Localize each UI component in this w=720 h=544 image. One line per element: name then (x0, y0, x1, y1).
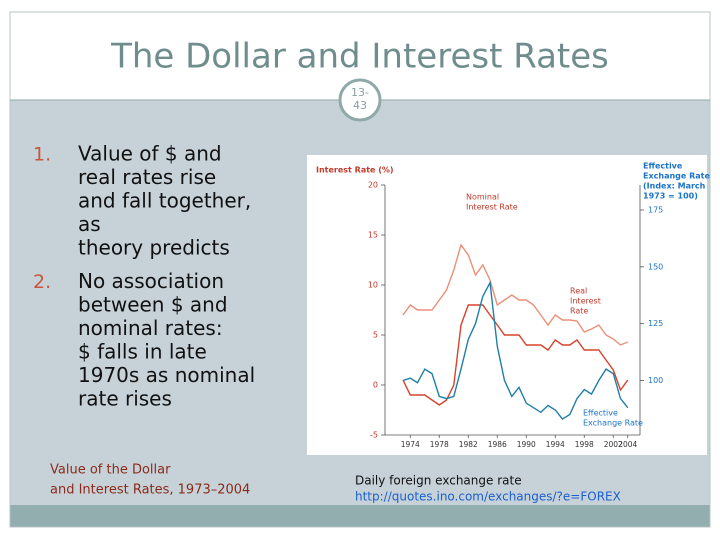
list-text: and fall together, (78, 189, 251, 213)
list-text: as (78, 212, 101, 236)
annotation: Rate (570, 307, 588, 316)
list-marker: 1. (33, 144, 51, 166)
slide-title: The Dollar and Interest Rates (110, 37, 609, 77)
slide-number: 13- (351, 86, 369, 99)
y2-axis-label: Exchange Rate (643, 172, 710, 181)
x-tick-label: 1986 (488, 440, 507, 449)
list-text: nominal rates: (78, 316, 223, 340)
y2-tick-label: 175 (648, 206, 663, 215)
y2-tick-label: 150 (648, 262, 663, 271)
y-axis-label: Interest Rate (%) (316, 166, 394, 175)
y-tick-label: 20 (368, 181, 378, 190)
x-tick-label: 1978 (430, 440, 449, 449)
x-tick-label: 1990 (517, 440, 536, 449)
annotation: Real (570, 287, 587, 296)
list-text: 1970s as nominal (78, 363, 255, 387)
link[interactable]: http://quotes.ino.com/exchanges/?e=FOREX (355, 490, 621, 504)
y-tick-label: 15 (368, 231, 378, 240)
list-text: real rates rise (78, 165, 216, 189)
caption: Value of the Dollar (50, 463, 171, 478)
y2-axis-label: 1973 = 100) (643, 192, 698, 201)
y-tick-label: -5 (370, 431, 378, 440)
y-tick-label: 10 (368, 281, 378, 290)
list-text: Value of $ and (78, 142, 222, 166)
series-line (402, 304, 629, 406)
annotation: Exchange Rate (583, 419, 643, 428)
frame (9, 11, 711, 528)
series-line (402, 280, 629, 421)
caption: and Interest Rates, 1973–2004 (50, 483, 250, 498)
x-tick-label: 1998 (575, 440, 594, 449)
annotation: Effective (583, 409, 618, 418)
x-tick-label: 2004 (618, 440, 637, 449)
y2-axis-label: Effective (643, 162, 683, 171)
x-tick-label: 1994 (546, 440, 565, 449)
list-text: between $ and (78, 293, 228, 317)
series-line (402, 243, 629, 346)
x-tick-label: 2002 (604, 440, 623, 449)
y2-tick-label: 125 (648, 319, 663, 328)
list-text: rate rises (78, 387, 172, 411)
list-text: theory predicts (78, 236, 230, 260)
x-tick-label: 1974 (401, 440, 420, 449)
list-marker: 2. (33, 271, 51, 293)
slide-number: 43 (353, 99, 367, 112)
number-badge (338, 78, 382, 122)
source: Daily foreign exchange rate (355, 474, 522, 488)
list-text: No association (78, 269, 224, 293)
annotation: Interest Rate (466, 203, 518, 212)
annotation: Interest (570, 297, 601, 306)
list-text: $ falls in late (78, 340, 207, 364)
y2-axis-label: (Index: March (643, 182, 706, 191)
y2-tick-label: 100 (648, 376, 663, 385)
x-tick-label: 1982 (459, 440, 478, 449)
annotation: Nominal (466, 193, 499, 202)
y-tick-label: 5 (373, 331, 378, 340)
y-tick-label: 0 (373, 381, 378, 390)
footer-band (10, 505, 710, 527)
